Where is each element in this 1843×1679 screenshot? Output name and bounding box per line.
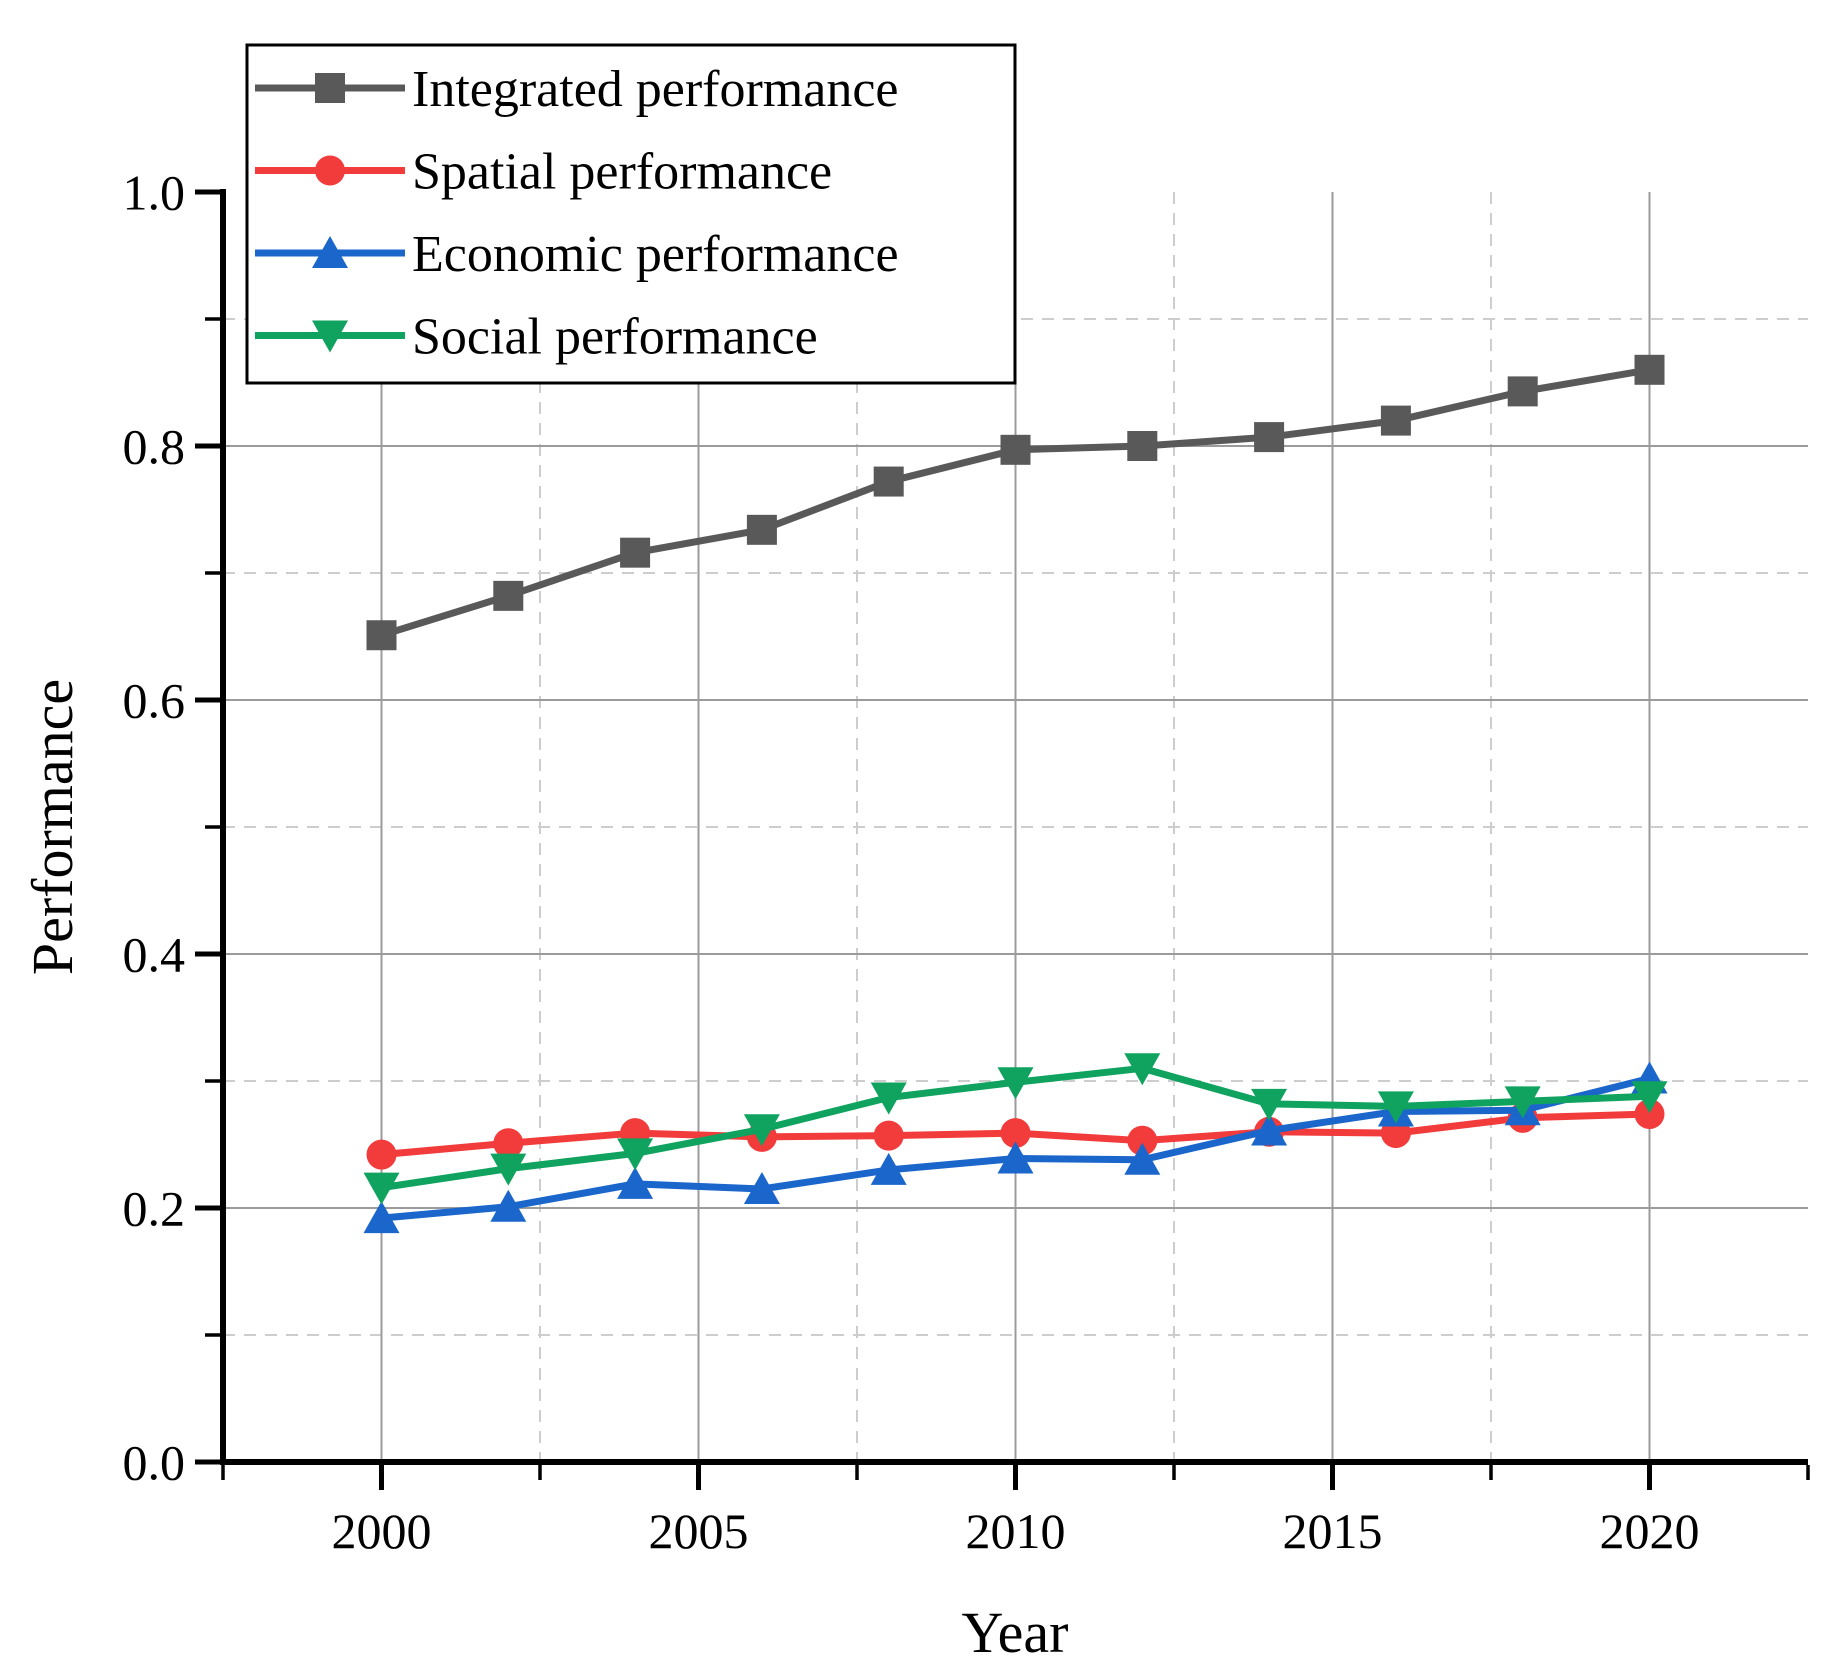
x-tick-label-2000: 2000 [332, 1503, 432, 1559]
marker-social-performance-2002 [490, 1153, 527, 1186]
marker-integrated-performance-2016 [1380, 405, 1411, 436]
marker-social-performance-2006 [743, 1114, 780, 1147]
marker-social-performance-2012 [1124, 1053, 1161, 1086]
marker-social-performance-2016 [1377, 1091, 1414, 1124]
legend-entry-spatial-performance: Spatial performance [255, 144, 832, 201]
legend-marker-spatial-performance [315, 155, 345, 186]
legend-label-integrated-performance: Integrated performance [412, 61, 898, 118]
marker-social-performance-2000 [363, 1172, 400, 1205]
marker-integrated-performance-2014 [1254, 422, 1285, 453]
x-tick-label-2015: 2015 [1283, 1503, 1383, 1559]
legend-label-spatial-performance: Spatial performance [412, 144, 832, 201]
marker-integrated-performance-2010 [1000, 434, 1031, 465]
marker-spatial-performance-2010 [1000, 1118, 1031, 1149]
marker-economic-performance-2010 [997, 1141, 1034, 1174]
marker-economic-performance-2008 [870, 1152, 907, 1185]
y-tick-label-0.2: 0.2 [123, 1181, 186, 1237]
marker-integrated-performance-2020 [1634, 354, 1665, 385]
x-axis-title: Year [962, 1600, 1069, 1665]
marker-economic-performance-2000 [363, 1201, 400, 1234]
minor-gridlines [223, 192, 1808, 1462]
legend-label-social-performance: Social performance [412, 309, 818, 366]
marker-economic-performance-2012 [1124, 1142, 1161, 1175]
marker-economic-performance-2006 [743, 1171, 780, 1204]
y-tick-label-1.0: 1.0 [123, 165, 186, 221]
y-axis-title: Performance [20, 679, 85, 975]
marker-integrated-performance-2002 [493, 580, 524, 611]
marker-economic-performance-2014 [1251, 1113, 1288, 1146]
legend: Integrated performance Spatial performanc… [245, 43, 1017, 385]
marker-social-performance-2018 [1504, 1086, 1541, 1119]
marker-social-performance-2014 [1251, 1088, 1288, 1121]
tick-labels: 2000 2005 2010 2015 2020 0.0 0.2 0.4 0.6 0.8 1.0 [123, 165, 1700, 1560]
legend-entry-social-performance: Social performance [255, 309, 818, 366]
x-tick-label-2005: 2005 [649, 1503, 749, 1559]
marker-spatial-performance-2012 [1127, 1125, 1158, 1156]
legend-marker-social-performance [312, 320, 348, 353]
marker-spatial-performance-2002 [493, 1128, 524, 1159]
marker-integrated-performance-2012 [1127, 431, 1158, 461]
legend-entry-economic-performance: Economic performance [255, 226, 899, 283]
marker-integrated-performance-2018 [1507, 376, 1538, 407]
major-gridlines [223, 192, 1808, 1462]
y-tick-label-0.8: 0.8 [123, 419, 186, 475]
legend-entry-integrated-performance: Integrated performance [255, 61, 898, 118]
series-social-performance [363, 1053, 1668, 1205]
marker-spatial-performance-2000 [366, 1139, 397, 1170]
x-tick-label-2020: 2020 [1600, 1503, 1700, 1559]
legend-marker-economic-performance [312, 236, 348, 268]
axes [195, 189, 1810, 1490]
marker-social-performance-2004 [617, 1138, 654, 1171]
marker-spatial-performance-2008 [873, 1120, 904, 1151]
x-tick-label-2010: 2010 [966, 1503, 1066, 1559]
marker-social-performance-2020 [1631, 1081, 1668, 1114]
marker-integrated-performance-2006 [746, 514, 777, 545]
series-layer [363, 354, 1668, 1234]
legend-box [245, 43, 1017, 385]
y-tick-label-0.0: 0.0 [123, 1435, 186, 1491]
marker-economic-performance-2002 [490, 1189, 527, 1222]
marker-social-performance-2010 [997, 1067, 1034, 1100]
marker-spatial-performance-2020 [1634, 1099, 1665, 1130]
marker-integrated-performance-2004 [620, 537, 651, 568]
y-tick-label-0.4: 0.4 [123, 927, 186, 983]
series-economic-performance [363, 1061, 1668, 1234]
marker-integrated-performance-2008 [873, 466, 904, 497]
marker-social-performance-2008 [870, 1082, 907, 1115]
marker-economic-performance-2004 [617, 1166, 654, 1199]
legend-marker-integrated-performance [315, 73, 345, 103]
y-tick-label-0.6: 0.6 [123, 673, 186, 729]
legend-label-economic-performance: Economic performance [412, 226, 899, 283]
series-integrated-performance [366, 354, 1665, 651]
marker-integrated-performance-2000 [366, 620, 397, 651]
